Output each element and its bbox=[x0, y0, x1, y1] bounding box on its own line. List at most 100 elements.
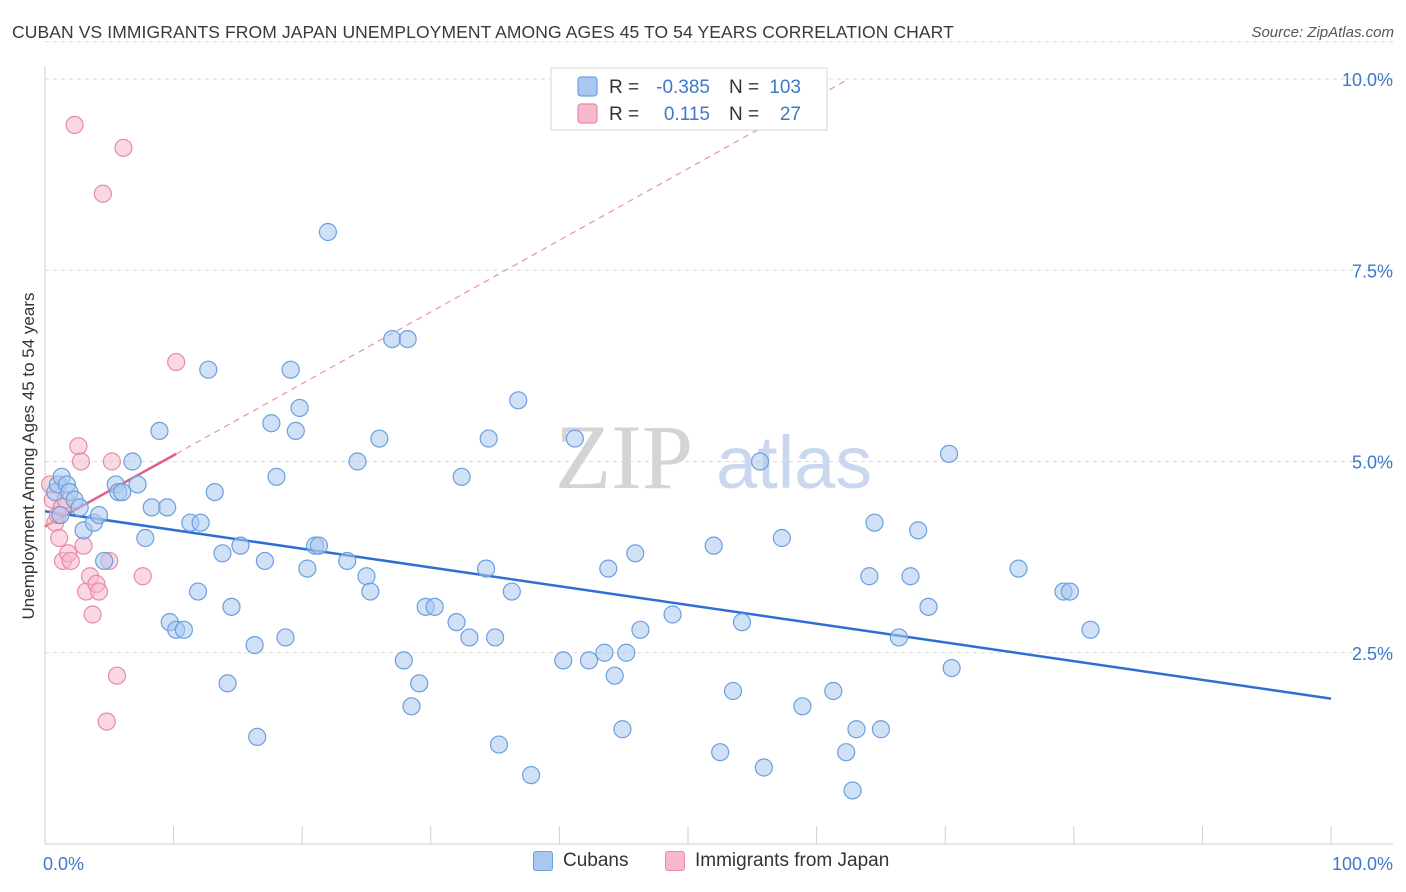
point-cubans bbox=[290, 398, 309, 418]
point-cubans bbox=[865, 513, 884, 532]
point-cubans bbox=[402, 697, 421, 716]
point-cubans bbox=[218, 674, 237, 693]
point-cubans bbox=[663, 605, 682, 624]
trend-line-japan-extension bbox=[175, 78, 850, 455]
point-cubans bbox=[298, 559, 317, 578]
point-cubans bbox=[158, 498, 177, 517]
point-japan bbox=[89, 582, 109, 601]
point-cubans bbox=[871, 720, 891, 739]
point-cubans bbox=[565, 429, 584, 448]
chart-title: CUBAN VS IMMIGRANTS FROM JAPAN UNEMPLOYM… bbox=[12, 22, 954, 42]
point-cubans bbox=[909, 521, 928, 540]
point-cubans bbox=[631, 620, 650, 639]
point-cubans bbox=[486, 628, 505, 647]
x-tick-label-max: 100.0% bbox=[1332, 854, 1393, 874]
point-japan bbox=[69, 437, 88, 456]
watermark: ZIP atlas bbox=[555, 406, 872, 508]
point-japan bbox=[133, 567, 152, 586]
point-cubans bbox=[1009, 559, 1028, 578]
point-cubans bbox=[489, 735, 509, 754]
gridlines bbox=[45, 41, 1393, 654]
point-cubans bbox=[248, 727, 267, 747]
y-tick-label: 10.0% bbox=[1342, 70, 1393, 90]
y-tick-label: 7.5% bbox=[1352, 261, 1393, 281]
point-japan bbox=[93, 184, 112, 203]
legend-r-value-cubans: -0.385 bbox=[656, 77, 710, 98]
correlation-legend: R = -0.385 N = 103 R = 0.115 N = 27 bbox=[550, 67, 828, 131]
point-cubans bbox=[281, 360, 300, 379]
point-cubans bbox=[199, 360, 218, 379]
point-cubans bbox=[509, 391, 528, 410]
point-japan bbox=[50, 528, 69, 548]
point-cubans bbox=[410, 674, 429, 693]
point-cubans bbox=[704, 536, 723, 555]
point-cubans bbox=[231, 536, 250, 555]
point-cubans bbox=[95, 551, 114, 571]
y-tick-label: 5.0% bbox=[1352, 453, 1393, 473]
point-cubans bbox=[754, 758, 773, 777]
point-cubans bbox=[617, 643, 636, 662]
point-cubans bbox=[136, 528, 155, 548]
point-cubans bbox=[613, 720, 632, 739]
point-cubans bbox=[276, 628, 295, 647]
point-cubans bbox=[595, 643, 614, 662]
point-cubans bbox=[599, 559, 618, 578]
point-cubans bbox=[732, 613, 752, 632]
point-cubans bbox=[70, 498, 89, 517]
point-cubans bbox=[824, 681, 843, 701]
series-cubans bbox=[46, 222, 1100, 800]
point-cubans bbox=[245, 635, 264, 655]
legend-n-value-cubans: 103 bbox=[769, 77, 801, 98]
point-cubans bbox=[361, 582, 380, 601]
point-cubans bbox=[711, 743, 730, 762]
watermark-zip: ZIP bbox=[555, 406, 693, 508]
point-cubans bbox=[476, 559, 496, 578]
x-tick-labels: 0.0% 100.0% bbox=[43, 854, 1393, 874]
legend-n-value-japan: 27 bbox=[780, 104, 801, 125]
point-japan bbox=[114, 138, 133, 157]
point-cubans bbox=[222, 597, 241, 616]
legend-swatch-japan bbox=[665, 851, 685, 871]
point-japan bbox=[102, 452, 121, 471]
point-cubans bbox=[398, 330, 417, 349]
point-japan bbox=[167, 352, 186, 372]
point-cubans bbox=[847, 720, 866, 739]
point-japan bbox=[61, 551, 80, 571]
point-cubans bbox=[142, 498, 161, 517]
x-tick-label-min: 0.0% bbox=[43, 854, 84, 874]
point-cubans bbox=[1081, 620, 1100, 639]
legend-n-label-cubans: N = bbox=[729, 77, 759, 98]
point-japan bbox=[83, 605, 102, 624]
point-cubans bbox=[262, 414, 281, 433]
point-cubans bbox=[889, 628, 909, 647]
point-cubans bbox=[425, 597, 444, 616]
point-cubans bbox=[205, 483, 224, 502]
point-cubans bbox=[383, 330, 402, 349]
point-cubans bbox=[843, 781, 862, 800]
point-cubans bbox=[128, 475, 147, 494]
point-cubans bbox=[267, 467, 286, 486]
point-cubans bbox=[502, 582, 521, 601]
point-cubans bbox=[605, 666, 624, 685]
point-cubans bbox=[919, 597, 938, 616]
point-japan bbox=[97, 712, 116, 731]
bottom-legend: Cubans Immigrants from Japan bbox=[0, 850, 1406, 880]
source-label: Source: ZipAtlas.com bbox=[1251, 24, 1394, 41]
legend-r-label-cubans: R = bbox=[609, 77, 639, 98]
point-cubans bbox=[554, 651, 573, 670]
y-tick-labels: 2.5% 5.0% 7.5% 10.0% bbox=[1342, 70, 1393, 664]
legend-item-japan: Immigrants from Japan bbox=[665, 850, 889, 872]
point-cubans bbox=[348, 452, 367, 471]
legend-label-cubans: Cubans bbox=[563, 850, 629, 871]
legend-r-value-japan: 0.115 bbox=[664, 104, 710, 125]
watermark-atlas: atlas bbox=[716, 421, 872, 504]
legend-n-label-japan: N = bbox=[729, 104, 759, 125]
point-cubans bbox=[860, 567, 879, 586]
point-cubans bbox=[188, 582, 208, 601]
point-cubans bbox=[942, 658, 961, 678]
point-japan bbox=[65, 115, 84, 135]
axes bbox=[44, 66, 1393, 845]
point-cubans bbox=[793, 697, 812, 716]
point-cubans bbox=[174, 620, 193, 639]
